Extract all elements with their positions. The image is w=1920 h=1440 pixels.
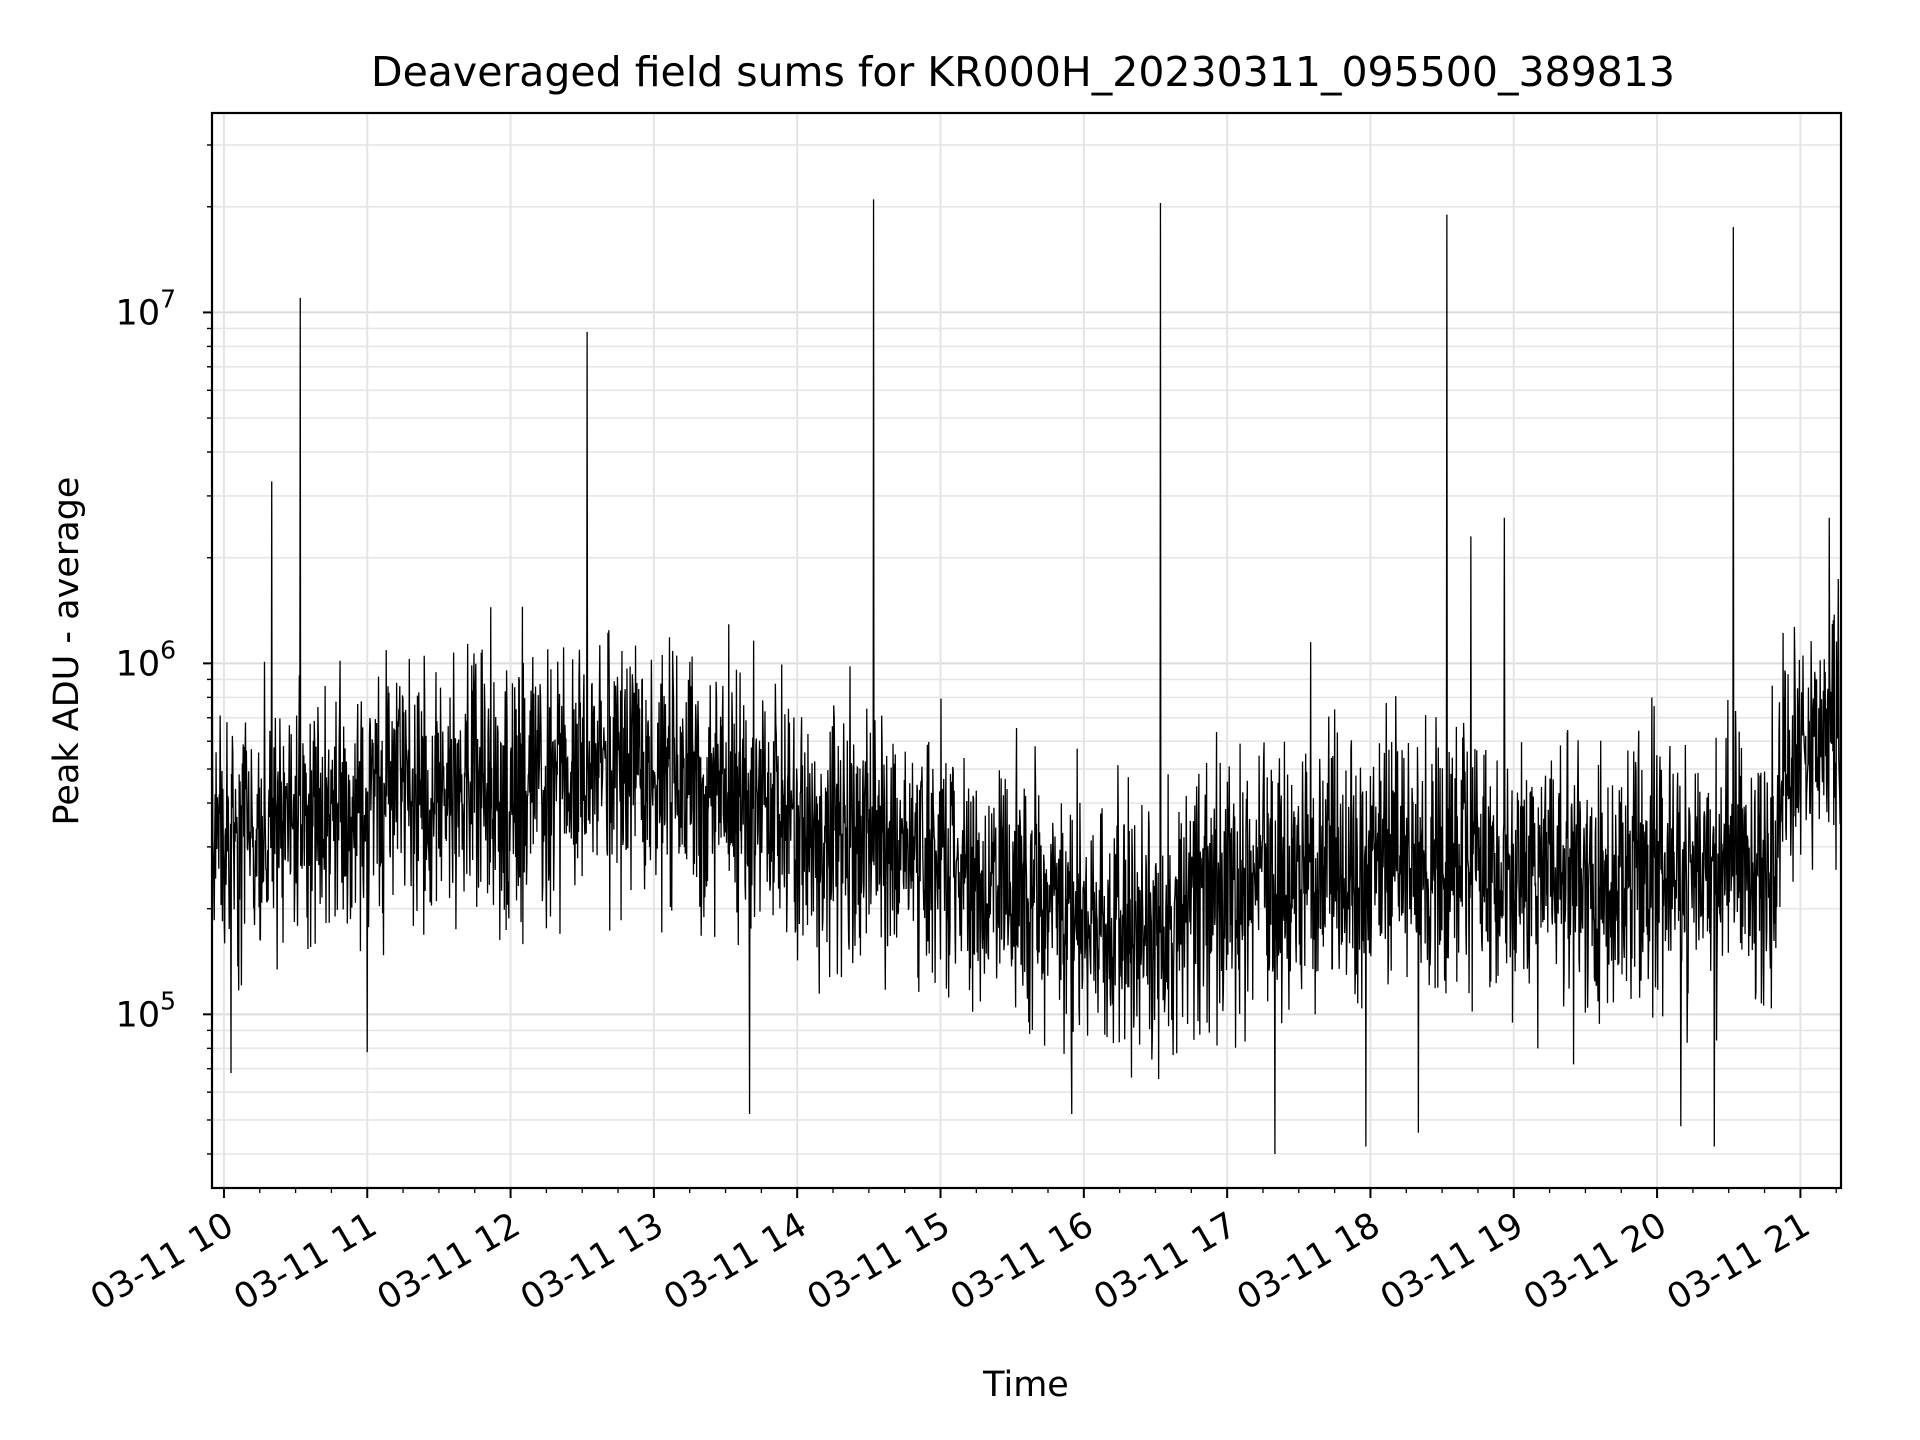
y-tick-label: 107 [116, 284, 176, 333]
y-tick-label: 106 [116, 635, 176, 684]
y-tick-exponent: 6 [160, 635, 176, 664]
y-tick-exponent: 7 [160, 284, 176, 313]
series-line [211, 161, 1842, 1154]
y-axis-label: Peak ADU - average [47, 477, 87, 826]
plot-frame [210, 111, 1843, 1190]
y-tick-base: 10 [116, 644, 161, 684]
chart-title: Deaveraged field sums for KR000H_2023031… [371, 48, 1675, 96]
grid-lines [212, 113, 1841, 1188]
x-axis-label: Time [982, 1365, 1069, 1405]
data-series [211, 161, 1842, 1154]
y-tick-base: 10 [116, 293, 161, 333]
y-tick-label: 105 [116, 986, 176, 1035]
y-tick-exponent: 5 [160, 986, 176, 1015]
y-tick-base: 10 [116, 995, 161, 1035]
